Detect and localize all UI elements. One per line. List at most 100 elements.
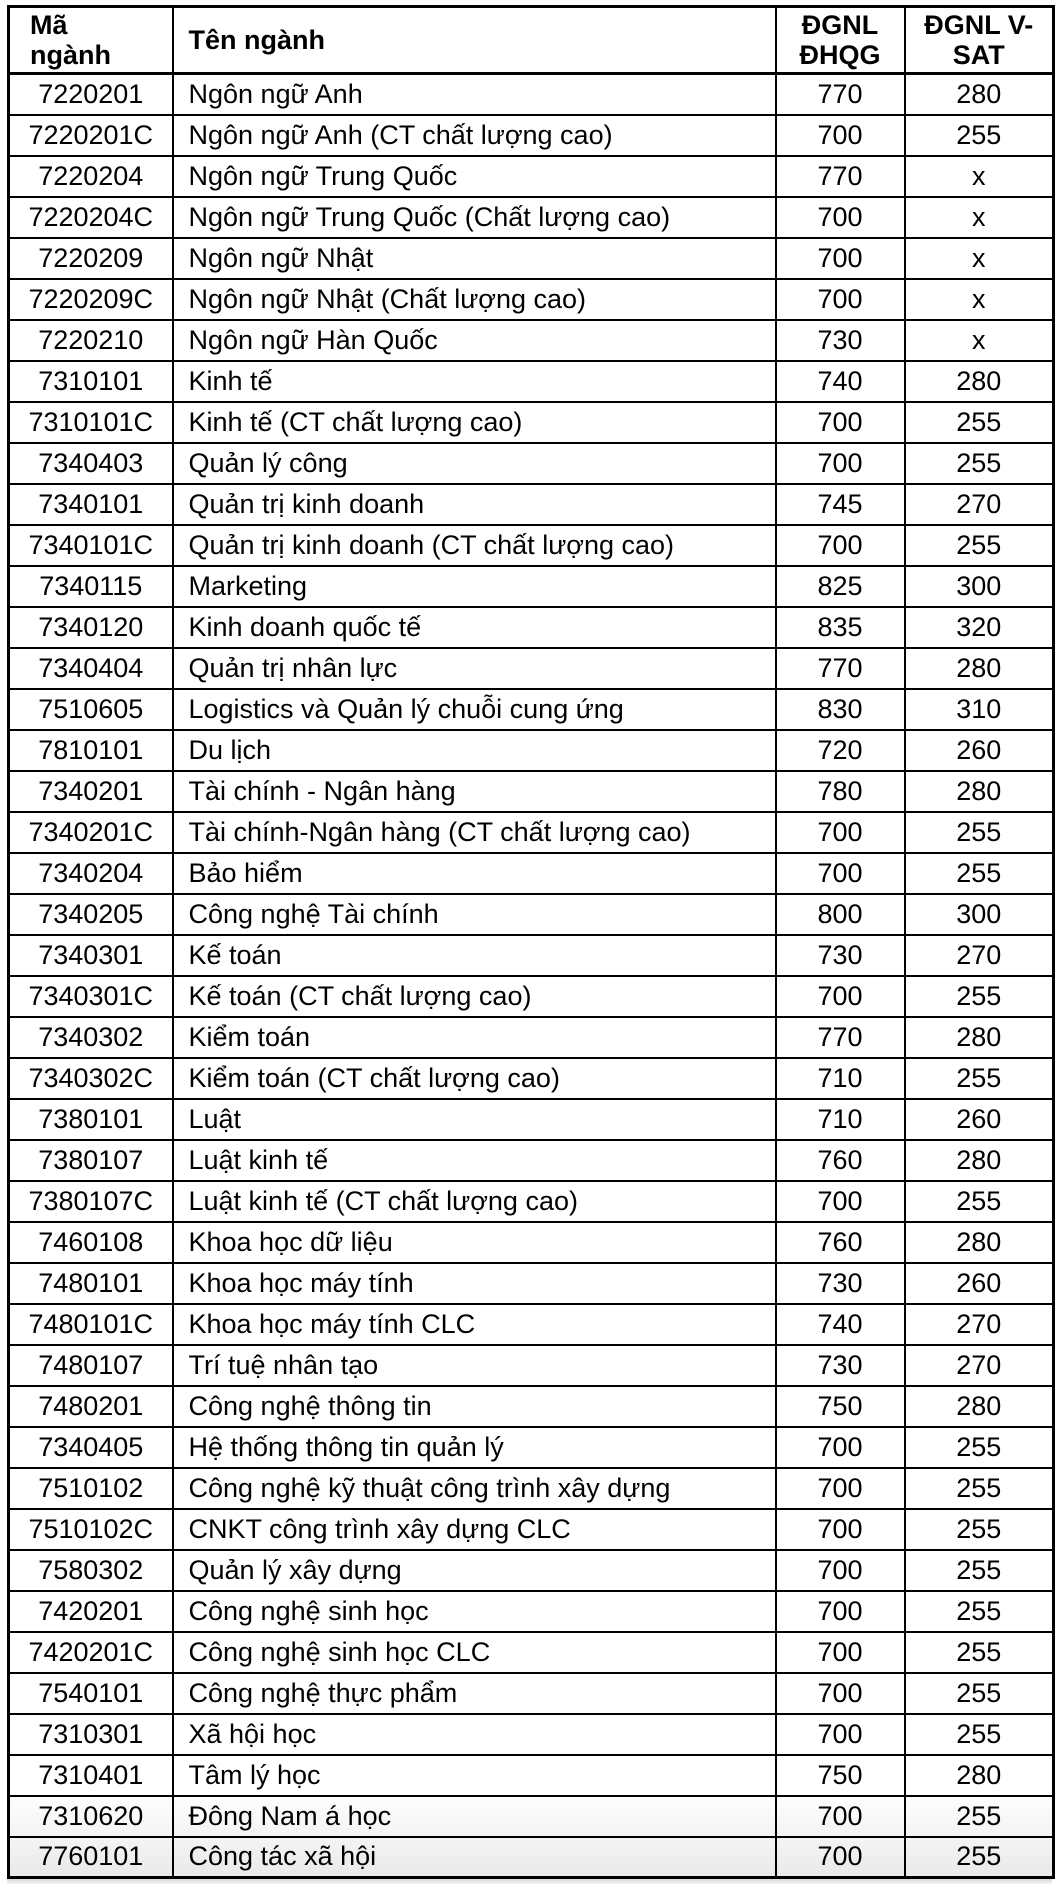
- major-code-cell: 7480101: [7, 1261, 174, 1305]
- dgnl-dhqg-cell: 700: [774, 1179, 906, 1223]
- major-name-cell: Ngôn ngữ Trung Quốc (Chất lượng cao): [171, 195, 777, 239]
- dgnl-dhqg-cell: 700: [774, 1507, 906, 1551]
- major-code-cell: 7510605: [7, 687, 174, 731]
- dgnl-vsat-cell: 320: [903, 605, 1055, 649]
- major-name-cell: Kinh tế (CT chất lượng cao): [171, 400, 777, 444]
- table-row: 7340302C Kiểm toán (CT chất lượng cao) 710…: [7, 1056, 1055, 1100]
- dgnl-vsat-cell: 260: [903, 1261, 1055, 1305]
- major-name-cell: Kế toán: [171, 933, 777, 977]
- table-row: 7220204C Ngôn ngữ Trung Quốc (Chất lượng …: [7, 195, 1055, 239]
- major-name-cell: Tài chính - Ngân hàng: [171, 769, 777, 813]
- major-code-cell: 7340302: [7, 1015, 174, 1059]
- table-row: 7340201 Tài chính - Ngân hàng 780 280: [7, 769, 1055, 813]
- major-code-cell: 7220210: [7, 318, 174, 362]
- major-code-cell: 7340302C: [7, 1056, 174, 1100]
- major-code-cell: 7310620: [7, 1794, 174, 1838]
- major-code-cell: 7340405: [7, 1425, 174, 1469]
- major-name-cell: Quản trị nhân lực: [171, 646, 777, 690]
- dgnl-vsat-cell: 255: [903, 1056, 1055, 1100]
- dgnl-dhqg-cell: 730: [774, 1343, 906, 1387]
- major-name-cell: Quản lý công: [171, 441, 777, 485]
- dgnl-vsat-cell: 255: [903, 1712, 1055, 1756]
- major-code-cell: 7220201C: [7, 113, 174, 157]
- dgnl-dhqg-cell: 700: [774, 441, 906, 485]
- major-name-cell: Hệ thống thông tin quản lý: [171, 1425, 777, 1469]
- dgnl-dhqg-cell: 740: [774, 1302, 906, 1346]
- major-name-cell: Luật: [171, 1097, 777, 1141]
- major-name-cell: Công nghệ sinh học: [171, 1589, 777, 1633]
- dgnl-vsat-cell: 255: [903, 1466, 1055, 1510]
- dgnl-vsat-cell: 255: [903, 1671, 1055, 1715]
- major-name-cell: Ngôn ngữ Nhật (Chất lượng cao): [171, 277, 777, 321]
- dgnl-vsat-cell: 280: [903, 1220, 1055, 1264]
- dgnl-dhqg-cell: 745: [774, 482, 906, 526]
- table-row: 7480101 Khoa học máy tính 730 260: [7, 1261, 1055, 1305]
- major-code-cell: 7340120: [7, 605, 174, 649]
- major-name-cell: Quản trị kinh doanh: [171, 482, 777, 526]
- table-row: 7340301C Kế toán (CT chất lượng cao) 700 25…: [7, 974, 1055, 1018]
- table-row: 7480201 Công nghệ thông tin 750 280: [7, 1384, 1055, 1428]
- major-code-cell: 7420201C: [7, 1630, 174, 1674]
- major-name-cell: Công nghệ thông tin: [171, 1384, 777, 1428]
- table-row: 7340405 Hệ thống thông tin quản lý 700 255: [7, 1425, 1055, 1469]
- table-row: 7220201C Ngôn ngữ Anh (CT chất lượng cao)…: [7, 113, 1055, 157]
- dgnl-dhqg-cell: 700: [774, 1671, 906, 1715]
- dgnl-dhqg-cell: 700: [774, 523, 906, 567]
- dgnl-dhqg-cell: 700: [774, 1835, 906, 1879]
- major-name-cell: Công nghệ Tài chính: [171, 892, 777, 936]
- dgnl-vsat-cell: x: [903, 277, 1055, 321]
- dgnl-vsat-cell: 255: [903, 1548, 1055, 1592]
- major-name-cell: Kế toán (CT chất lượng cao): [171, 974, 777, 1018]
- dgnl-dhqg-cell: 800: [774, 892, 906, 936]
- major-code-cell: 7510102C: [7, 1507, 174, 1551]
- dgnl-dhqg-cell: 740: [774, 359, 906, 403]
- major-code-cell: 7220209: [7, 236, 174, 280]
- dgnl-vsat-cell: 310: [903, 687, 1055, 731]
- table-row: 7220210 Ngôn ngữ Hàn Quốc 730 x: [7, 318, 1055, 362]
- major-name-cell: Luật kinh tế: [171, 1138, 777, 1182]
- major-code-cell: 7510102: [7, 1466, 174, 1510]
- major-name-cell: Quản lý xây dựng: [171, 1548, 777, 1592]
- major-code-cell: 7580302: [7, 1548, 174, 1592]
- dgnl-vsat-cell: 280: [903, 1753, 1055, 1797]
- major-code-cell: 7220209C: [7, 277, 174, 321]
- header-row: Mã ngành Tên ngành ĐGNL ĐHQG ĐGNL V- SAT: [7, 5, 1055, 76]
- dgnl-vsat-cell: x: [903, 236, 1055, 280]
- major-name-cell: Kiểm toán (CT chất lượng cao): [171, 1056, 777, 1100]
- dgnl-vsat-cell: 260: [903, 728, 1055, 772]
- major-code-cell: 7420201: [7, 1589, 174, 1633]
- dgnl-vsat-cell: 280: [903, 1138, 1055, 1182]
- dgnl-vsat-cell: 270: [903, 482, 1055, 526]
- table-row: 7380107 Luật kinh tế 760 280: [7, 1138, 1055, 1182]
- major-name-cell: Công nghệ kỹ thuật công trình xây dựng: [171, 1466, 777, 1510]
- table-header: Mã ngành Tên ngành ĐGNL ĐHQG ĐGNL V- SAT: [7, 5, 1055, 76]
- table-row: 7310101 Kinh tế 740 280: [7, 359, 1055, 403]
- table-row: 7510102 Công nghệ kỹ thuật công trình xây…: [7, 1466, 1055, 1510]
- major-name-cell: Khoa học dữ liệu: [171, 1220, 777, 1264]
- major-code-cell: 7340201C: [7, 810, 174, 854]
- dgnl-dhqg-cell: 700: [774, 1589, 906, 1633]
- major-code-cell: 7380107C: [7, 1179, 174, 1223]
- table-row: 7760101 Công tác xã hội 700 255: [7, 1835, 1055, 1879]
- dgnl-vsat-cell: 255: [903, 810, 1055, 854]
- dgnl-vsat-cell: 300: [903, 564, 1055, 608]
- table-row: 7220204 Ngôn ngữ Trung Quốc 770 x: [7, 154, 1055, 198]
- dgnl-vsat-cell: 280: [903, 769, 1055, 813]
- table-row: 7310101C Kinh tế (CT chất lượng cao) 700 25…: [7, 400, 1055, 444]
- dgnl-vsat-cell: 280: [903, 1384, 1055, 1428]
- dgnl-dhqg-cell: 700: [774, 400, 906, 444]
- major-code-cell: 7380107: [7, 1138, 174, 1182]
- table-row: 7540101 Công nghệ thực phẩm 700 255: [7, 1671, 1055, 1715]
- major-code-cell: 7340301C: [7, 974, 174, 1018]
- dgnl-vsat-cell: 280: [903, 1015, 1055, 1059]
- major-code-cell: 7220204C: [7, 195, 174, 239]
- table-row: 7480101C Khoa học máy tính CLC 740 270: [7, 1302, 1055, 1346]
- major-name-cell: Khoa học máy tính: [171, 1261, 777, 1305]
- dgnl-dhqg-cell: 730: [774, 1261, 906, 1305]
- dgnl-dhqg-cell: 750: [774, 1753, 906, 1797]
- dgnl-vsat-cell: 255: [903, 1794, 1055, 1838]
- dgnl-vsat-cell: 255: [903, 1425, 1055, 1469]
- major-code-cell: 7340101C: [7, 523, 174, 567]
- major-name-cell: Ngôn ngữ Anh (CT chất lượng cao): [171, 113, 777, 157]
- dgnl-vsat-cell: 255: [903, 851, 1055, 895]
